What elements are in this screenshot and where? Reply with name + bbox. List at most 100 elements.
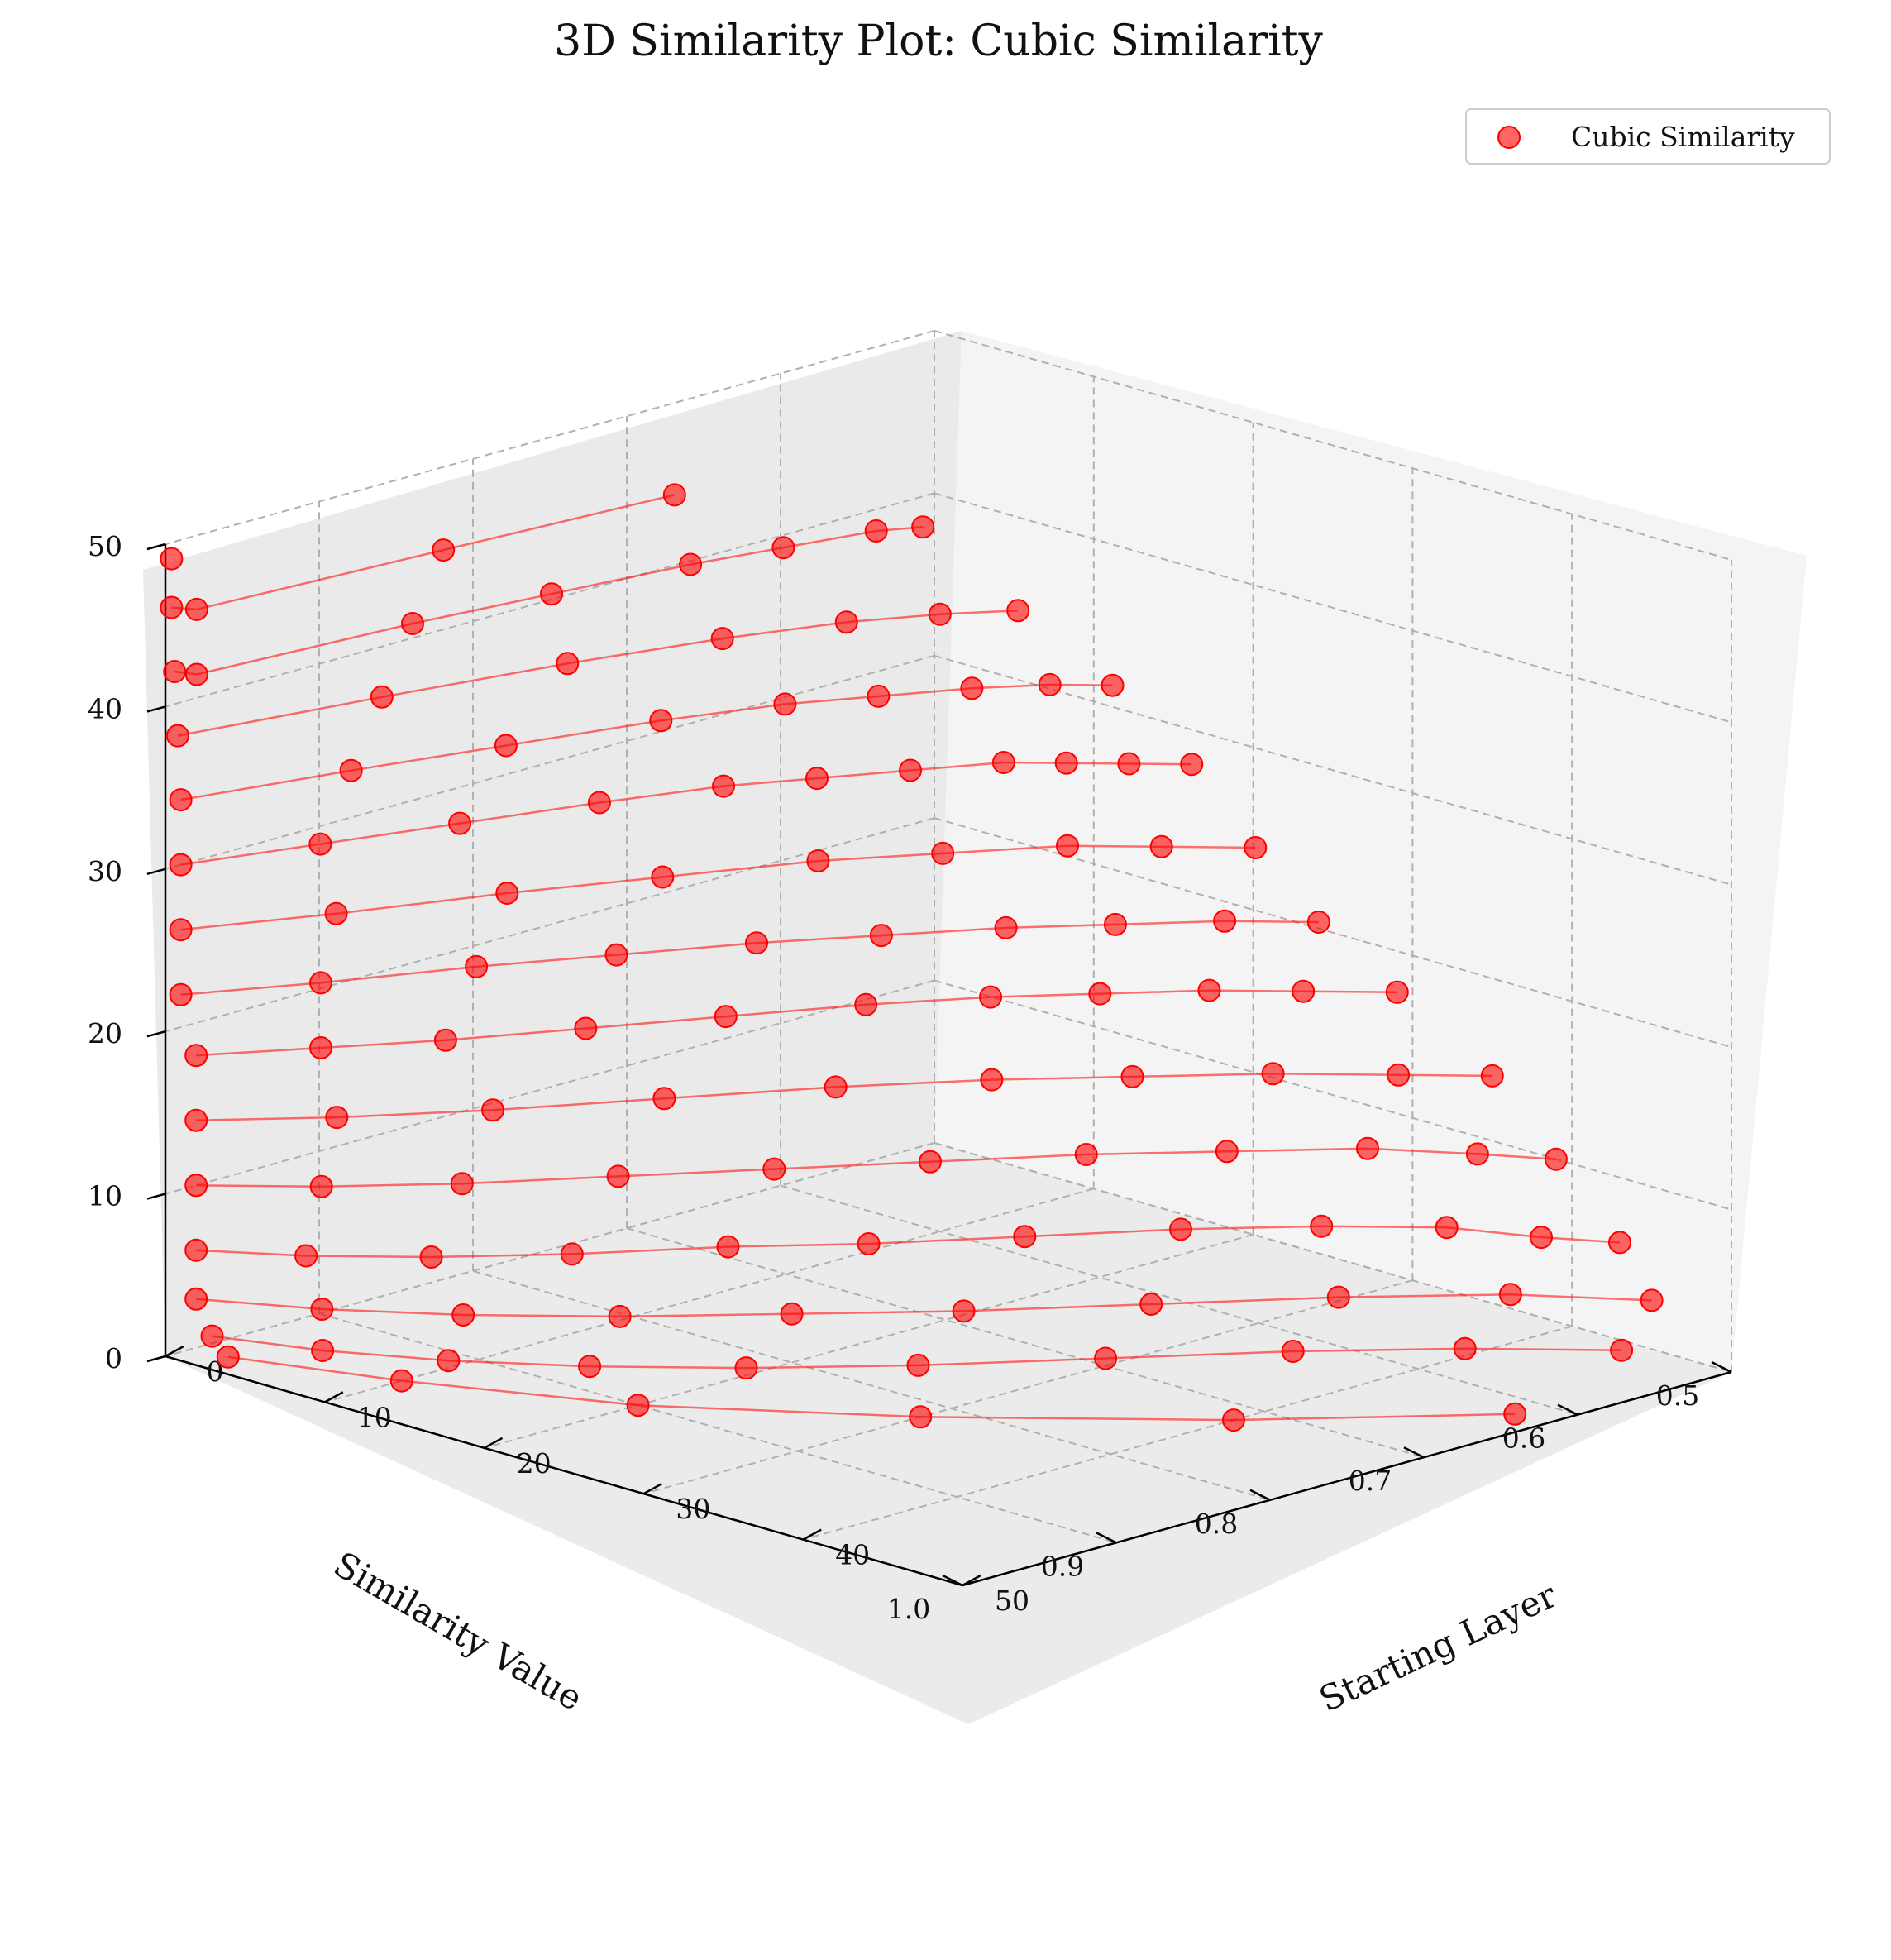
data-point: [309, 971, 332, 995]
data-point: [857, 1232, 881, 1255]
data-point: [980, 1068, 1004, 1092]
data-point: [1094, 1346, 1118, 1370]
z-tick: [146, 1030, 166, 1038]
x-tick: [484, 1437, 504, 1449]
data-point: [652, 1087, 676, 1111]
data-point: [184, 597, 208, 621]
data-point: [928, 602, 952, 626]
data-point: [310, 1298, 334, 1321]
data-point: [1074, 1143, 1098, 1166]
data-point: [184, 1044, 208, 1068]
data-point: [919, 1150, 942, 1174]
data-point: [163, 660, 187, 683]
data-point: [1281, 1340, 1305, 1363]
grid-line: [324, 1188, 1095, 1403]
data-point: [184, 662, 208, 686]
data-point: [1222, 1408, 1245, 1432]
y-axis-line: [962, 1370, 1732, 1587]
data-point: [1197, 978, 1221, 1002]
data-point: [1453, 1336, 1477, 1360]
data-point: [1139, 1293, 1163, 1316]
data-point: [1101, 673, 1125, 697]
data-point: [1640, 1288, 1664, 1312]
grid-line: [780, 1184, 1578, 1416]
data-point: [1608, 1231, 1631, 1255]
legend-label: Cubic Similarity: [1571, 121, 1795, 153]
data-point: [1326, 1285, 1350, 1309]
x-tick-label: 20: [517, 1447, 552, 1480]
data-point: [805, 767, 829, 791]
x-tick: [962, 1574, 981, 1587]
data-point: [540, 582, 563, 606]
data-point: [710, 627, 734, 651]
data-point: [1292, 979, 1316, 1003]
z-tick: [146, 543, 166, 551]
data-point: [339, 758, 363, 782]
data-point: [1530, 1226, 1553, 1250]
chart-title: 3D Similarity Plot: Cubic Similarity: [554, 17, 1323, 66]
y-tick: [1711, 1360, 1732, 1374]
grid-line: [626, 1227, 1425, 1459]
data-point: [1503, 1402, 1527, 1426]
data-point: [991, 751, 1015, 774]
x-tick: [802, 1528, 822, 1541]
x-tick-label: 10: [357, 1401, 392, 1433]
data-point: [1610, 1338, 1634, 1362]
y-tick-label: 0.9: [1041, 1550, 1084, 1582]
grid-line: [643, 1279, 1413, 1495]
z-tick: [146, 1355, 166, 1363]
x-tick-label: 40: [835, 1539, 870, 1571]
data-point: [1088, 982, 1112, 1006]
data-point: [1180, 753, 1204, 777]
data-point: [1480, 1064, 1504, 1088]
data-point: [1310, 1214, 1334, 1238]
data-point: [309, 1174, 333, 1198]
data-point: [869, 924, 893, 948]
x-tick: [324, 1391, 344, 1403]
data-point: [1244, 836, 1268, 859]
series-line: [196, 1073, 1492, 1121]
z-tick-label: 0: [105, 1342, 122, 1374]
data-point: [1117, 752, 1141, 776]
data-point: [169, 918, 193, 942]
data-point: [419, 1245, 443, 1269]
grid-line: [165, 817, 935, 1033]
data-point: [160, 547, 184, 571]
data-point: [679, 552, 703, 576]
grid-line: [165, 979, 935, 1195]
grid-line: [934, 1142, 1732, 1373]
series-line: [174, 525, 924, 676]
z-tick-label: 50: [88, 530, 122, 562]
data-point: [1306, 911, 1330, 934]
data-point: [574, 1016, 598, 1040]
y-axis-label: Similarity Value: [327, 1544, 590, 1719]
data-point: [169, 982, 193, 1006]
series-line: [171, 494, 676, 611]
data-point: [906, 1353, 930, 1377]
series-points: [160, 483, 1664, 1432]
data-point: [773, 692, 797, 716]
data-point: [824, 1075, 848, 1099]
data-point: [994, 915, 1018, 939]
data-point: [216, 1345, 240, 1369]
z-tick: [146, 1193, 166, 1200]
data-point: [604, 943, 628, 967]
x-tick-label: 50: [995, 1585, 1029, 1617]
data-point: [432, 538, 456, 562]
y-tick: [942, 1574, 963, 1587]
data-point: [606, 1164, 630, 1188]
data-point: [899, 758, 922, 782]
data-point: [608, 1304, 632, 1328]
y-tick: [1096, 1532, 1117, 1544]
data-point: [762, 1157, 786, 1181]
x-axis-label: Starting Layer: [1313, 1575, 1563, 1720]
grid-line: [472, 1269, 1271, 1501]
data-point: [401, 612, 424, 635]
data-point: [854, 992, 878, 1016]
data-point: [184, 1174, 208, 1198]
data-point: [714, 1005, 738, 1029]
z-tick-label: 10: [88, 1180, 122, 1212]
data-point: [1038, 672, 1062, 696]
data-point: [556, 652, 580, 676]
